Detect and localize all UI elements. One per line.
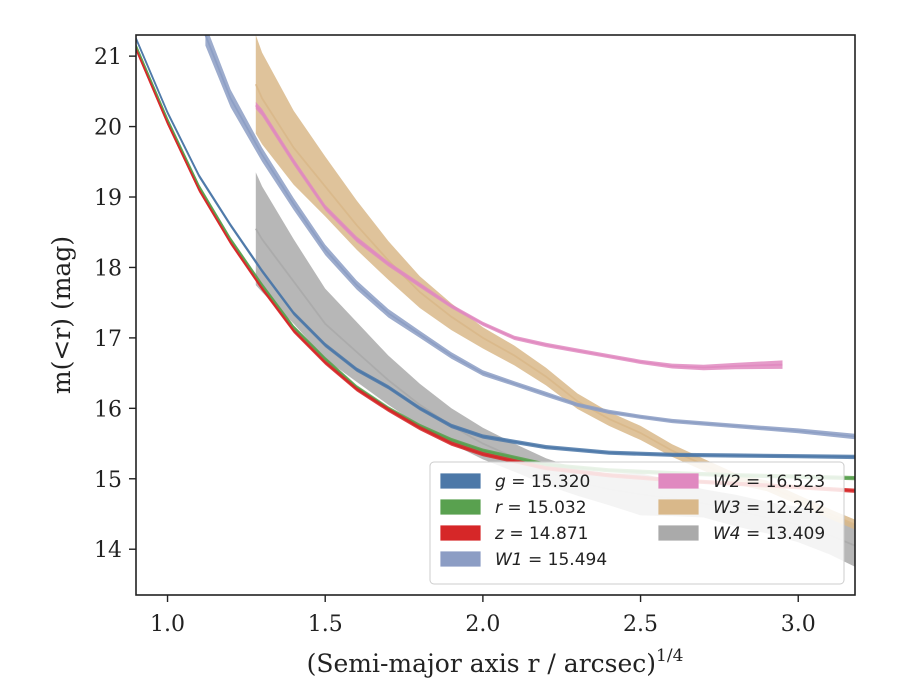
y-axis: 14 15 16 17 18 19 20 21 bbox=[94, 45, 136, 563]
x-axis-title: (Semi-major axis r / arcsec)1/4 bbox=[307, 646, 684, 678]
plot-frame bbox=[135, 34, 856, 596]
x-tick-label: 1.0 bbox=[150, 612, 185, 637]
series-w2-line bbox=[255, 104, 783, 369]
legend-label-w3: W3 = 12.242 bbox=[713, 498, 825, 518]
legend-swatch-r bbox=[440, 499, 481, 515]
legend-swatch-z bbox=[440, 525, 481, 541]
x-tick-label: 2.5 bbox=[623, 612, 658, 637]
legend-label-w2: W2 = 16.523 bbox=[713, 472, 825, 492]
x-axis: 1.0 1.5 2.0 2.5 3.0 bbox=[150, 595, 816, 637]
y-tick-label: 14 bbox=[94, 538, 122, 563]
x-tick-label: 2.0 bbox=[465, 612, 500, 637]
legend-label-z: z = 14.871 bbox=[494, 524, 588, 544]
y-tick-label: 21 bbox=[94, 45, 122, 70]
legend: g = 15.320 r = 15.032 z = 14.871 W1 = 15.49… bbox=[429, 461, 845, 585]
legend-label-w1: W1 = 15.494 bbox=[495, 550, 607, 570]
y-tick-label: 16 bbox=[94, 397, 122, 422]
y-tick-label: 17 bbox=[94, 327, 122, 352]
legend-label-r: r = 15.032 bbox=[495, 498, 587, 518]
legend-swatch-g bbox=[440, 473, 481, 489]
series-w1-line bbox=[204, 35, 855, 438]
x-tick-label: 3.0 bbox=[781, 612, 816, 637]
y-tick-label: 19 bbox=[94, 186, 122, 211]
legend-box bbox=[429, 461, 845, 585]
y-tick-label: 15 bbox=[94, 468, 122, 493]
legend-swatch-w1 bbox=[440, 551, 481, 567]
legend-label-w4: W4 = 13.409 bbox=[713, 524, 825, 544]
legend-label-g: g = 15.320 bbox=[495, 472, 590, 492]
legend-swatch-w3 bbox=[658, 499, 699, 515]
y-tick-label: 18 bbox=[94, 256, 122, 281]
x-tick-label: 1.5 bbox=[308, 612, 343, 637]
y-axis-title: m(<r) (mag) bbox=[47, 236, 76, 394]
series-g-line bbox=[136, 38, 855, 458]
y-tick-label: 20 bbox=[94, 116, 122, 141]
legend-swatch-w2 bbox=[658, 473, 699, 489]
legend-swatch-w4 bbox=[658, 525, 699, 541]
